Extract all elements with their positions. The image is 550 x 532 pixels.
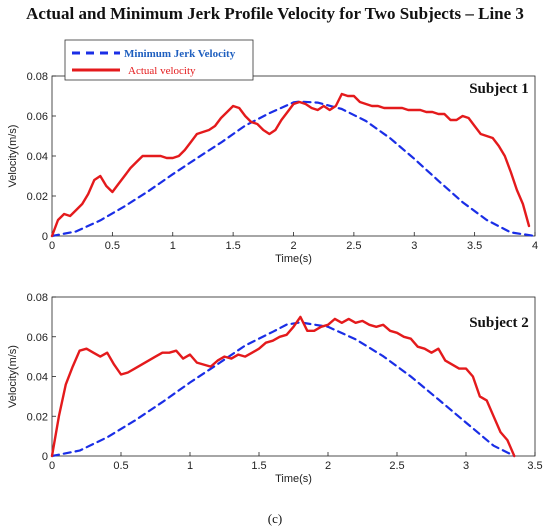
subject-1-x-tick-label: 2.5: [346, 240, 361, 252]
subject-2-x-tick-label: 1: [187, 460, 193, 472]
legend-actual-label: Actual velocity: [128, 65, 196, 77]
subject-2-axes-box: [51, 296, 536, 457]
subject-2-x-tick-label: 3: [463, 460, 469, 472]
subject-2-y-tick-label: 0.06: [27, 332, 48, 344]
subject-2-x-tick-label: 1.5: [251, 460, 266, 472]
subject-1-y-tick-label: 0.06: [27, 111, 48, 123]
subject-1-min-jerk-line: [50, 100, 537, 238]
subject-1-panel: 0 0.5 1 1.5 2 2.5 3 3.5 4 0 0.02 0.04 0.06 0.08 Time(s…: [7, 39, 538, 265]
subject-1-x-tick-label: 1.5: [225, 240, 240, 252]
subject-1-actual-velocity-line: [50, 92, 531, 238]
subject-1-y-tick-label: 0: [42, 231, 48, 243]
subject-2-min-jerk-line: [50, 321, 516, 458]
subject-1-x-tick-label: 3: [411, 240, 417, 252]
subject-2-x-tick-label: 2: [325, 460, 331, 472]
subject-1-y-tick-label: 0.02: [27, 191, 48, 203]
figure-title: Actual and Minimum Jerk Profile Velocity…: [26, 4, 524, 23]
subject-2-x-tick-label: 3.5: [527, 460, 542, 472]
legend: [64, 39, 254, 81]
subject-1-x-axis-label: Time(s): [275, 253, 312, 265]
subject-2-x-axis-label: Time(s): [275, 473, 312, 485]
subject-1-y-tick-label: 0.08: [27, 71, 48, 83]
subject-2-x-tick-label: 2.5: [389, 460, 404, 472]
subject-2-y-axis-label: Velocity(m/s): [7, 345, 19, 408]
legend-min-jerk-label: Minimum Jerk Velocity: [124, 48, 236, 60]
subject-2-y-tick-label: 0.04: [27, 372, 48, 384]
subject-2-x-tick-label: 0.5: [113, 460, 128, 472]
subject-1-x-tick-label: 3.5: [467, 240, 482, 252]
subject-2-y-tick-label: 0: [42, 451, 48, 463]
subject-2-x-tick-label: 0: [49, 460, 55, 472]
subject-1-y-tick-label: 0.04: [27, 151, 48, 163]
figure-caption: (c): [268, 511, 282, 526]
subject-1-x-tick-label: 0.5: [105, 240, 120, 252]
subject-1-x-tick-label: 2: [290, 240, 296, 252]
subject-2-actual-velocity-line: [50, 315, 516, 458]
subject-1-axes-box: [51, 75, 536, 237]
subject-1-x-tick-label: 0: [49, 240, 55, 252]
subject-1-y-axis-label: Velocity(m/s): [7, 125, 19, 188]
subject-1-x-tick-label: 4: [532, 240, 538, 252]
subject-1-x-tick-label: 1: [170, 240, 176, 252]
subject-2-panel: 0 0.5 1 1.5 2 2.5 3 3.5 0 0.02 0.04 0.06 0.08 Time(s)…: [7, 292, 543, 485]
subject-2-label: Subject 2: [469, 315, 529, 331]
subject-2-y-tick-label: 0.08: [27, 292, 48, 304]
subject-2-y-tick-label: 0.02: [27, 411, 48, 423]
subject-1-label: Subject 1: [469, 81, 529, 97]
